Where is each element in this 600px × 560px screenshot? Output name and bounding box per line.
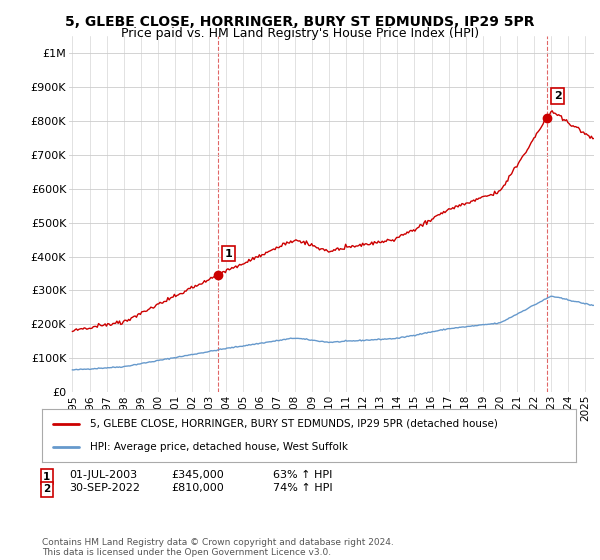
Text: 30-SEP-2022: 30-SEP-2022 <box>69 483 140 493</box>
Text: 74% ↑ HPI: 74% ↑ HPI <box>273 483 332 493</box>
Text: 2: 2 <box>554 91 562 101</box>
Text: £345,000: £345,000 <box>171 470 224 480</box>
Text: 5, GLEBE CLOSE, HORRINGER, BURY ST EDMUNDS, IP29 5PR (detached house): 5, GLEBE CLOSE, HORRINGER, BURY ST EDMUN… <box>90 419 498 429</box>
Text: 1: 1 <box>224 249 232 259</box>
Text: 01-JUL-2003: 01-JUL-2003 <box>69 470 137 480</box>
Text: £810,000: £810,000 <box>171 483 224 493</box>
Text: 2: 2 <box>43 484 50 494</box>
Text: 63% ↑ HPI: 63% ↑ HPI <box>273 470 332 480</box>
Text: Contains HM Land Registry data © Crown copyright and database right 2024.
This d: Contains HM Land Registry data © Crown c… <box>42 538 394 557</box>
Text: HPI: Average price, detached house, West Suffolk: HPI: Average price, detached house, West… <box>90 442 348 452</box>
Text: 5, GLEBE CLOSE, HORRINGER, BURY ST EDMUNDS, IP29 5PR: 5, GLEBE CLOSE, HORRINGER, BURY ST EDMUN… <box>65 15 535 29</box>
Text: 1: 1 <box>43 472 50 482</box>
Text: Price paid vs. HM Land Registry's House Price Index (HPI): Price paid vs. HM Land Registry's House … <box>121 27 479 40</box>
